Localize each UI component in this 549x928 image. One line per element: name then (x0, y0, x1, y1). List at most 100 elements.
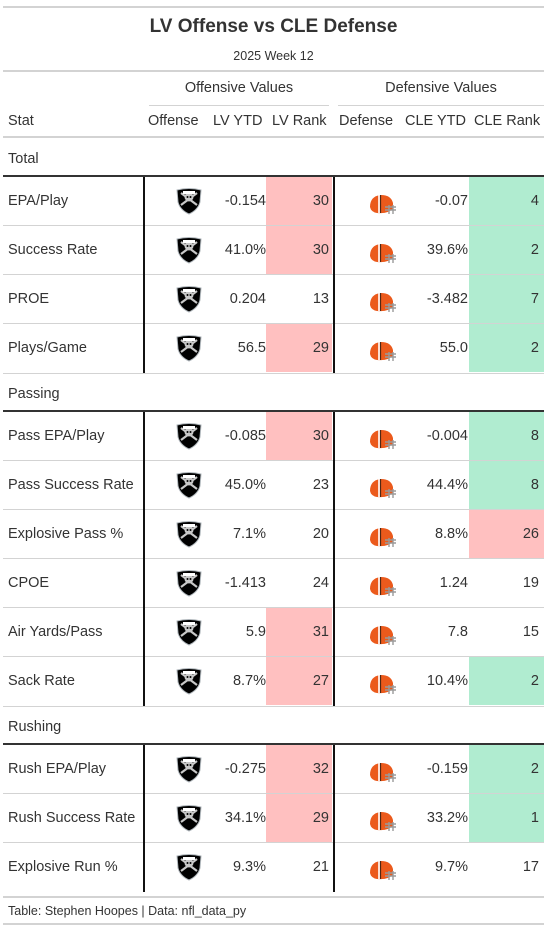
cle-ytd-value: 7.8 (447, 624, 468, 640)
cle-ytd-value: -3.482 (426, 291, 468, 307)
defensive-values-spanner: Defensive Values (338, 80, 544, 106)
table-row: Plays/Game 56.5 29 55.0 2 (3, 324, 544, 373)
raiders-logo-icon (175, 422, 203, 450)
lv-ytd-value: 45.0% (224, 477, 266, 493)
defense-logo-cell (333, 608, 404, 656)
raiders-logo-icon (175, 187, 203, 215)
offense-logo-cell (143, 510, 214, 558)
table-row: PROE 0.204 13 -3.482 7 (3, 275, 544, 324)
defense-logo-cell (333, 324, 404, 372)
cle-ytd-value: 9.7% (434, 859, 468, 875)
defense-logo-cell (333, 510, 404, 558)
lv-rank-value: 29 (266, 324, 332, 372)
defense-logo-cell (333, 275, 404, 323)
offense-logo-cell (143, 843, 214, 891)
stat-label: Pass EPA/Play (8, 428, 105, 444)
cle-rank-value: 8 (469, 461, 544, 509)
cle-rank-value: 8 (469, 412, 544, 460)
cle-rank-value: 17 (522, 859, 539, 875)
defensive-values-label: Defensive Values (385, 80, 497, 96)
browns-helmet-icon (367, 855, 397, 880)
defense-logo-cell (333, 226, 404, 274)
table-row: Explosive Pass % 7.1% 20 8.8% 26 (3, 510, 544, 559)
lv-ytd-value: 7.1% (232, 526, 266, 542)
cle-ytd-value: 10.4% (426, 673, 468, 689)
row-group-label: Passing (8, 386, 60, 402)
offense-logo-cell (143, 559, 214, 607)
stat-label: EPA/Play (8, 193, 69, 209)
stat-label: Pass Success Rate (8, 477, 134, 493)
lv-ytd-value: 34.1% (224, 810, 266, 826)
cle-ytd-value: -0.07 (434, 193, 468, 209)
group-divider (3, 743, 544, 745)
stat-label: Explosive Pass % (8, 526, 124, 542)
row-group-header: Passing (3, 373, 544, 412)
table-frame: LV Offense vs CLE Defense 2025 Week 12 O… (3, 6, 544, 925)
browns-helmet-icon (367, 522, 397, 547)
table-subtitle: 2025 Week 12 (233, 49, 314, 63)
cle-rank-value: 7 (469, 275, 544, 323)
offensive-values-spanner: Offensive Values (149, 80, 329, 106)
row-group-label: Rushing (8, 719, 62, 735)
raiders-logo-icon (175, 755, 203, 783)
offense-logo-cell (143, 794, 214, 842)
cle-rank-value: 2 (469, 324, 544, 372)
stat-label: Success Rate (8, 242, 98, 258)
lv-rank-value: 29 (266, 794, 332, 842)
raiders-logo-icon (175, 520, 203, 548)
cle-ytd-value: 55.0 (439, 340, 468, 356)
offense-logo-cell (143, 461, 214, 509)
column-separator (143, 745, 145, 892)
stat-label: Explosive Run % (8, 859, 118, 875)
raiders-logo-icon (175, 471, 203, 499)
defense-logo-cell (333, 657, 404, 705)
cle-ytd-value: 39.6% (426, 242, 468, 258)
raiders-logo-icon (175, 667, 203, 695)
stat-label: PROE (8, 291, 50, 307)
browns-helmet-icon (367, 189, 397, 214)
table-row: Rush EPA/Play -0.275 32 -0.159 2 (3, 745, 544, 794)
footer-divider (3, 896, 544, 898)
defense-logo-cell (333, 843, 404, 891)
stat-label: Rush Success Rate (8, 810, 136, 826)
row-group-header: Total (3, 138, 544, 177)
group-bottom-divider (3, 706, 544, 707)
stat-label: Rush EPA/Play (8, 761, 107, 777)
cle-ytd-value: 33.2% (426, 810, 468, 826)
group-divider (3, 175, 544, 177)
cle-rank-value: 15 (522, 624, 539, 640)
lv-ytd-value: 0.204 (229, 291, 266, 307)
cle-rank-value: 1 (469, 794, 544, 842)
cle-ytd-value: -0.159 (426, 761, 468, 777)
col-header-cle-rank: CLE Rank (474, 113, 541, 129)
browns-helmet-icon (367, 424, 397, 449)
row-group-label: Total (8, 151, 39, 167)
defense-logo-cell (333, 794, 404, 842)
column-separator (333, 177, 335, 373)
table-row: Sack Rate 8.7% 27 10.4% 2 (3, 657, 544, 706)
col-header-lv-rank: LV Rank (272, 113, 327, 129)
raiders-logo-icon (175, 853, 203, 881)
offense-logo-cell (143, 177, 214, 225)
raiders-logo-icon (175, 285, 203, 313)
stat-label: Air Yards/Pass (8, 624, 103, 640)
defense-logo-cell (333, 412, 404, 460)
lv-ytd-value: 41.0% (224, 242, 266, 258)
cle-ytd-value: 8.8% (434, 526, 468, 542)
defense-logo-cell (333, 461, 404, 509)
table-row: Success Rate 41.0% 30 39.6% 2 (3, 226, 544, 275)
column-separator (143, 177, 145, 373)
offensive-values-label: Offensive Values (184, 80, 294, 96)
stat-label: Sack Rate (8, 673, 75, 689)
col-header-stat: Stat (8, 113, 34, 129)
column-separator (333, 745, 335, 892)
offense-logo-cell (143, 275, 214, 323)
column-separator (333, 412, 335, 706)
cle-rank-value: 19 (522, 575, 539, 591)
raiders-logo-icon (175, 236, 203, 264)
lv-rank-value: 13 (312, 291, 329, 307)
defense-logo-cell (333, 177, 404, 225)
column-separator (143, 412, 145, 706)
lv-ytd-value: 56.5 (237, 340, 266, 356)
offense-logo-cell (143, 412, 214, 460)
